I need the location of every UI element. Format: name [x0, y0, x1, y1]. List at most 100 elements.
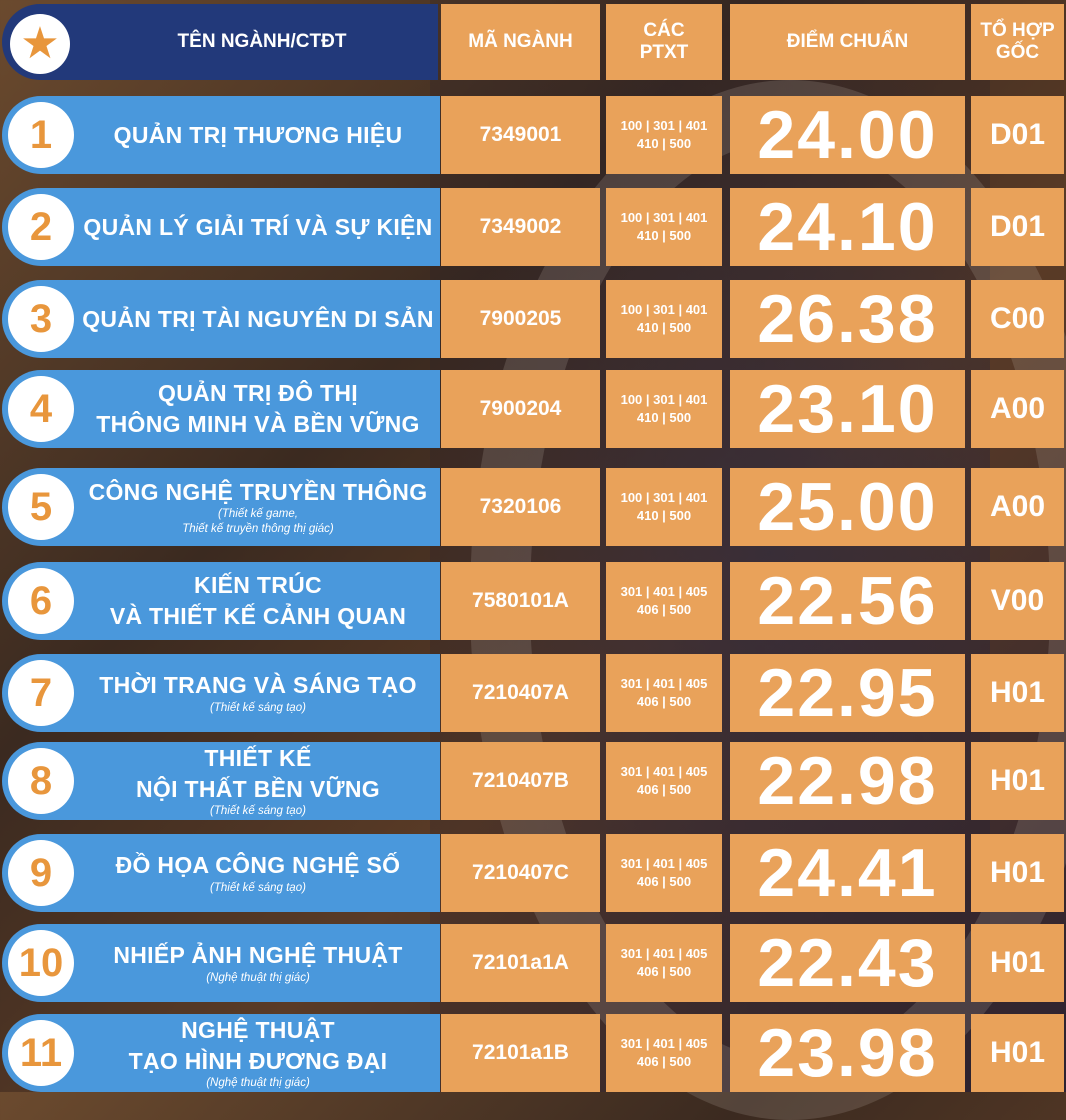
- program-name-cell: 7 THỜI TRANG VÀ SÁNG TẠO (Thiết kế sáng …: [2, 654, 440, 732]
- subject-combination: H01: [971, 924, 1064, 1002]
- header-name-cell: ★ TÊN NGÀNH/CTĐT: [2, 4, 438, 80]
- program-name-cell: 10 NHIẾP ẢNH NGHỆ THUẬT (Nghệ thuật thị …: [2, 924, 440, 1002]
- row-number: 2: [8, 194, 74, 260]
- admission-methods: 100 | 301 | 401 410 | 500: [606, 96, 722, 174]
- table-row: 6 KIẾN TRÚC VÀ THIẾT KẾ CẢNH QUAN 758010…: [0, 562, 1066, 640]
- admission-methods: 301 | 401 | 405 406 | 500: [606, 834, 722, 912]
- program-name-line1: THIẾT KẾ: [204, 744, 312, 771]
- table-row: 4 QUẢN TRỊ ĐÔ THỊ THÔNG MINH VÀ BỀN VỮNG…: [0, 370, 1066, 448]
- program-name: NGHỆ THUẬT TẠO HÌNH ĐƯƠNG ĐẠI (Nghệ thuậ…: [74, 1014, 442, 1092]
- subject-combination: H01: [971, 654, 1064, 732]
- admission-methods: 301 | 401 | 405 406 | 500: [606, 654, 722, 732]
- program-name-line1: QUẢN LÝ GIẢI TRÍ VÀ SỰ KIỆN: [83, 213, 433, 240]
- row-number: 9: [8, 840, 74, 906]
- program-name-line2: THÔNG MINH VÀ BỀN VỮNG: [96, 411, 420, 437]
- row-number: 7: [8, 660, 74, 726]
- row-number: 11: [8, 1020, 74, 1086]
- program-name-line1: KIẾN TRÚC: [194, 572, 322, 599]
- header-name-label: TÊN NGÀNH/CTĐT: [177, 31, 347, 53]
- program-note-line1: (Thiết kế sáng tạo): [210, 805, 306, 818]
- header-combo-line2: GỐC: [995, 42, 1040, 63]
- cutoff-score: 26.38: [730, 280, 965, 358]
- table-row: 7 THỜI TRANG VÀ SÁNG TẠO (Thiết kế sáng …: [0, 654, 1066, 732]
- cutoff-score: 24.41: [730, 834, 965, 912]
- admission-methods-line2: 410 | 500: [636, 410, 692, 425]
- admission-methods: 301 | 401 | 405 406 | 500: [606, 1014, 722, 1092]
- program-name-cell: 8 THIẾT KẾ NỘI THẤT BỀN VỮNG (Thiết kế s…: [2, 742, 440, 820]
- admission-methods-line1: 100 | 301 | 401: [620, 118, 708, 134]
- admission-methods-line1: 100 | 301 | 401: [620, 302, 708, 318]
- row-number: 1: [8, 102, 74, 168]
- cutoff-score: 24.00: [730, 96, 965, 174]
- program-name-line1: QUẢN TRỊ TÀI NGUYÊN DI SẢN: [82, 305, 434, 332]
- program-code: 7580101A: [441, 562, 600, 640]
- program-name: QUẢN TRỊ THƯƠNG HIỆU: [74, 96, 442, 174]
- program-name-cell: 6 KIẾN TRÚC VÀ THIẾT KẾ CẢNH QUAN: [2, 562, 440, 640]
- program-code: 7210407B: [441, 742, 600, 820]
- subject-combination: D01: [971, 96, 1064, 174]
- cutoff-score: 22.56: [730, 562, 965, 640]
- table-row: 11 NGHỆ THUẬT TẠO HÌNH ĐƯƠNG ĐẠI (Nghệ t…: [0, 1014, 1066, 1092]
- row-number: 6: [8, 568, 74, 634]
- program-code: 7210407C: [441, 834, 600, 912]
- admission-methods: 100 | 301 | 401 410 | 500: [606, 280, 722, 358]
- subject-combination: A00: [971, 370, 1064, 448]
- admission-methods-line2: 410 | 500: [636, 228, 692, 243]
- program-name: THỜI TRANG VÀ SÁNG TẠO (Thiết kế sáng tạ…: [74, 654, 442, 732]
- admission-methods-line1: 301 | 401 | 405: [620, 946, 708, 962]
- header-combo-cell: TỔ HỢP GỐC: [971, 4, 1064, 80]
- table-row: 10 NHIẾP ẢNH NGHỆ THUẬT (Nghệ thuật thị …: [0, 924, 1066, 1002]
- program-name: THIẾT KẾ NỘI THẤT BỀN VỮNG (Thiết kế sán…: [74, 742, 442, 820]
- row-number: 5: [8, 474, 74, 540]
- program-name-cell: 11 NGHỆ THUẬT TẠO HÌNH ĐƯƠNG ĐẠI (Nghệ t…: [2, 1014, 440, 1092]
- star-icon: ★: [10, 14, 70, 74]
- program-name-line1: QUẢN TRỊ THƯƠNG HIỆU: [113, 121, 403, 148]
- program-name-line1: NGHỆ THUẬT: [181, 1016, 335, 1043]
- admission-methods-line2: 406 | 500: [636, 964, 692, 979]
- admission-methods-line2: 410 | 500: [636, 320, 692, 335]
- subject-combination: A00: [971, 468, 1064, 546]
- program-code: 7349001: [441, 96, 600, 174]
- table-row: 5 CÔNG NGHỆ TRUYỀN THÔNG (Thiết kế game,…: [0, 468, 1066, 546]
- admission-methods-line1: 301 | 401 | 405: [620, 676, 708, 692]
- program-name: CÔNG NGHỆ TRUYỀN THÔNG (Thiết kế game, T…: [74, 468, 442, 546]
- cutoff-score: 23.98: [730, 1014, 965, 1092]
- program-name: QUẢN LÝ GIẢI TRÍ VÀ SỰ KIỆN: [74, 188, 442, 266]
- admission-methods: 100 | 301 | 401 410 | 500: [606, 370, 722, 448]
- program-name-line2: VÀ THIẾT KẾ CẢNH QUAN: [109, 603, 407, 629]
- program-note-line1: (Thiết kế sáng tạo): [210, 881, 306, 894]
- program-note-line1: (Thiết kế game,: [218, 508, 298, 521]
- admission-methods-line2: 406 | 500: [636, 782, 692, 797]
- program-name-line1: QUẢN TRỊ ĐÔ THỊ: [158, 380, 358, 407]
- admission-methods: 301 | 401 | 405 406 | 500: [606, 924, 722, 1002]
- admission-methods-line2: 406 | 500: [636, 1054, 692, 1069]
- subject-combination: C00: [971, 280, 1064, 358]
- program-name-cell: 2 QUẢN LÝ GIẢI TRÍ VÀ SỰ KIỆN: [2, 188, 440, 266]
- program-name-cell: 9 ĐỒ HỌA CÔNG NGHỆ SỐ (Thiết kế sáng tạo…: [2, 834, 440, 912]
- admission-methods-line2: 410 | 500: [636, 136, 692, 151]
- admission-methods-line1: 301 | 401 | 405: [620, 764, 708, 780]
- admission-methods-line1: 301 | 401 | 405: [620, 584, 708, 600]
- row-number: 10: [8, 930, 74, 996]
- cutoff-score: 23.10: [730, 370, 965, 448]
- program-code: 7320106: [441, 468, 600, 546]
- program-name: QUẢN TRỊ ĐÔ THỊ THÔNG MINH VÀ BỀN VỮNG: [74, 370, 442, 448]
- header-ptxt-line2: PTXT: [639, 42, 689, 63]
- program-name: ĐỒ HỌA CÔNG NGHỆ SỐ (Thiết kế sáng tạo): [74, 834, 442, 912]
- program-note-line1: (Nghệ thuật thị giác): [206, 1077, 310, 1090]
- program-code: 7900205: [441, 280, 600, 358]
- program-code: 72101a1B: [441, 1014, 600, 1092]
- program-name: QUẢN TRỊ TÀI NGUYÊN DI SẢN: [74, 280, 442, 358]
- program-code: 7900204: [441, 370, 600, 448]
- admission-methods-line1: 301 | 401 | 405: [620, 1036, 708, 1052]
- admission-methods-line2: 410 | 500: [636, 508, 692, 523]
- cutoff-score: 22.95: [730, 654, 965, 732]
- header-ptxt-cell: CÁC PTXT: [606, 4, 722, 80]
- program-name-line1: THỜI TRANG VÀ SÁNG TẠO: [99, 672, 417, 699]
- admission-methods: 100 | 301 | 401 410 | 500: [606, 468, 722, 546]
- table-row: 3 QUẢN TRỊ TÀI NGUYÊN DI SẢN 7900205 100…: [0, 280, 1066, 358]
- admission-methods-line1: 301 | 401 | 405: [620, 856, 708, 872]
- table-row: 8 THIẾT KẾ NỘI THẤT BỀN VỮNG (Thiết kế s…: [0, 742, 1066, 820]
- table-row: 2 QUẢN LÝ GIẢI TRÍ VÀ SỰ KIỆN 7349002 10…: [0, 188, 1066, 266]
- program-name-cell: 5 CÔNG NGHỆ TRUYỀN THÔNG (Thiết kế game,…: [2, 468, 440, 546]
